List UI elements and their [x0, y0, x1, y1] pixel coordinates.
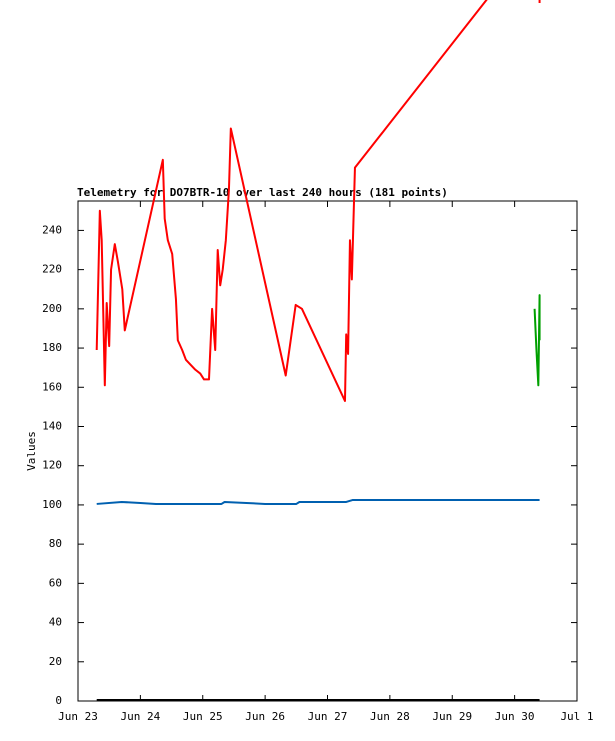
y-tick-label: 120	[42, 459, 62, 472]
x-tick-label: Jun 30	[495, 710, 535, 723]
y-tick-label: 220	[42, 263, 62, 276]
y-tick-label: 140	[42, 419, 62, 432]
x-tick-label: Jun 28	[370, 710, 410, 723]
y-tick-label: 100	[42, 498, 62, 511]
y-tick-label: 240	[42, 223, 62, 236]
x-tick-label: Jun 25	[183, 710, 223, 723]
chart-title: Telemetry for DO7BTR-10 over last 240 ho…	[77, 186, 448, 199]
x-tick-label: Jul 1	[560, 710, 593, 723]
y-tick-label: 20	[49, 655, 62, 668]
x-tick-label: Jun 29	[432, 710, 472, 723]
x-tick-label: Jun 26	[245, 710, 285, 723]
y-tick-label: 200	[42, 302, 62, 315]
y-tick-label: 40	[49, 616, 62, 629]
series-line	[96, 499, 540, 505]
x-tick-label: Jun 27	[308, 710, 348, 723]
y-tick-label: 60	[49, 576, 62, 589]
x-tick-label: Jun 24	[121, 710, 161, 723]
y-tick-label: 0	[55, 694, 62, 707]
y-axis-label: Values	[25, 431, 38, 471]
y-tick-label: 160	[42, 380, 62, 393]
series-line	[533, 294, 541, 387]
y-tick-label: 180	[42, 341, 62, 354]
y-tick-label: 80	[49, 537, 62, 550]
series-line	[95, 0, 541, 402]
x-tick-label: Jun 23	[58, 710, 98, 723]
plot-frame	[77, 200, 578, 702]
